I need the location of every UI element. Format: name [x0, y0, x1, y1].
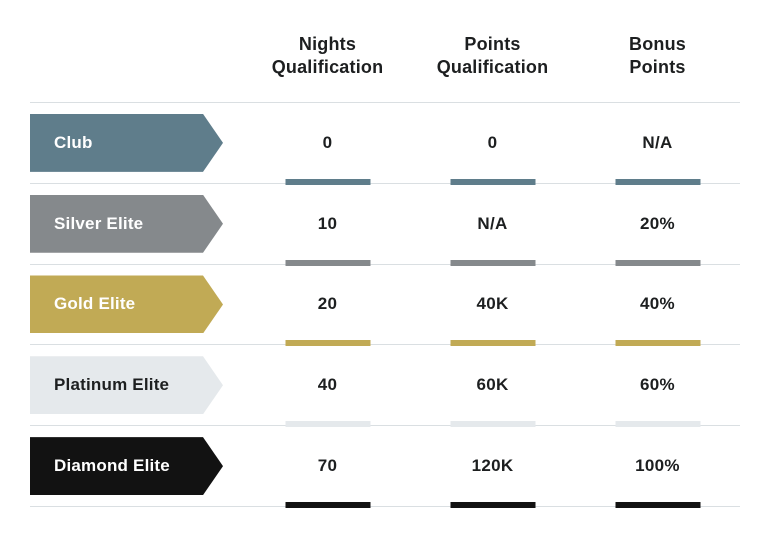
header-line: Points	[629, 57, 686, 77]
value-underline	[285, 421, 370, 428]
value-underline	[450, 421, 535, 428]
tier-label: Platinum Elite	[30, 356, 223, 415]
value-cell: 100%	[575, 426, 740, 508]
tier-arrow-club: Club	[30, 113, 245, 172]
loyalty-tier-table: Nights Qualification Points Qualificatio…	[30, 0, 740, 508]
tier-label: Gold Elite	[30, 275, 223, 334]
tier-arrow-platinum-elite: Platinum Elite	[30, 356, 245, 415]
value-cell: 40%	[575, 265, 740, 347]
value-cell: 40	[245, 345, 410, 428]
cell-value: 60%	[640, 375, 675, 395]
value-underline	[285, 178, 370, 185]
tier-arrow-silver-elite: Silver Elite	[30, 194, 245, 253]
cell-value: 40K	[476, 294, 509, 314]
value-underline	[615, 340, 700, 347]
tier-row-gold-elite: Gold Elite 20 40K 40%	[30, 265, 740, 347]
value-underline	[615, 501, 700, 508]
tier-column-spacer	[30, 33, 245, 102]
value-cell: N/A	[575, 103, 740, 185]
tier-label: Silver Elite	[30, 194, 223, 253]
cell-value: 40%	[640, 294, 675, 314]
cell-value: 10	[317, 213, 338, 233]
value-cell: 20	[245, 265, 410, 347]
tier-row-club: Club 0 0 N/A	[30, 103, 740, 185]
value-cell: 0	[410, 103, 575, 185]
header-line: Nights	[298, 34, 357, 54]
column-header-nights-qualification: Nights Qualification	[245, 33, 410, 102]
tier-row-platinum-elite: Platinum Elite 40 60K 60%	[30, 345, 740, 428]
cell-value: 20%	[640, 213, 675, 233]
cell-value: 70	[317, 456, 338, 476]
tier-label: Club	[30, 113, 223, 172]
value-cell: N/A	[410, 184, 575, 266]
tier-row-diamond-elite: Diamond Elite 70 120K 100%	[30, 426, 740, 508]
tier-arrow-gold-elite: Gold Elite	[30, 275, 245, 334]
value-cell: 20%	[575, 184, 740, 266]
value-cell: 70	[245, 426, 410, 508]
cell-value: 100%	[635, 456, 680, 476]
table-header-row: Nights Qualification Points Qualificatio…	[30, 0, 740, 103]
tier-label: Diamond Elite	[30, 437, 223, 496]
header-line: Qualification	[436, 57, 549, 77]
header-line: Points	[464, 34, 521, 54]
cell-value: 0	[487, 132, 498, 152]
cell-value: 20	[317, 294, 338, 314]
header-line: Bonus	[629, 34, 686, 54]
value-underline	[285, 501, 370, 508]
cell-value: N/A	[642, 132, 673, 152]
tier-arrow-diamond-elite: Diamond Elite	[30, 437, 245, 496]
value-cell: 120K	[410, 426, 575, 508]
value-cell: 10	[245, 184, 410, 266]
value-underline	[615, 421, 700, 428]
value-underline	[450, 259, 535, 266]
cell-value: 0	[322, 132, 333, 152]
value-underline	[615, 178, 700, 185]
value-cell: 40K	[410, 265, 575, 347]
cell-value: N/A	[477, 213, 508, 233]
tier-row-silver-elite: Silver Elite 10 N/A 20%	[30, 184, 740, 266]
cell-value: 60K	[476, 375, 509, 395]
value-underline	[285, 259, 370, 266]
value-underline	[285, 340, 370, 347]
value-cell: 60K	[410, 345, 575, 428]
column-header-bonus-points: Bonus Points	[575, 33, 740, 102]
value-underline	[450, 340, 535, 347]
column-header-points-qualification: Points Qualification	[410, 33, 575, 102]
value-cell: 0	[245, 103, 410, 185]
value-underline	[615, 259, 700, 266]
header-line: Qualification	[271, 57, 384, 77]
value-underline	[450, 178, 535, 185]
value-underline	[450, 501, 535, 508]
value-cell: 60%	[575, 345, 740, 428]
cell-value: 40	[317, 375, 338, 395]
cell-value: 120K	[471, 456, 514, 476]
